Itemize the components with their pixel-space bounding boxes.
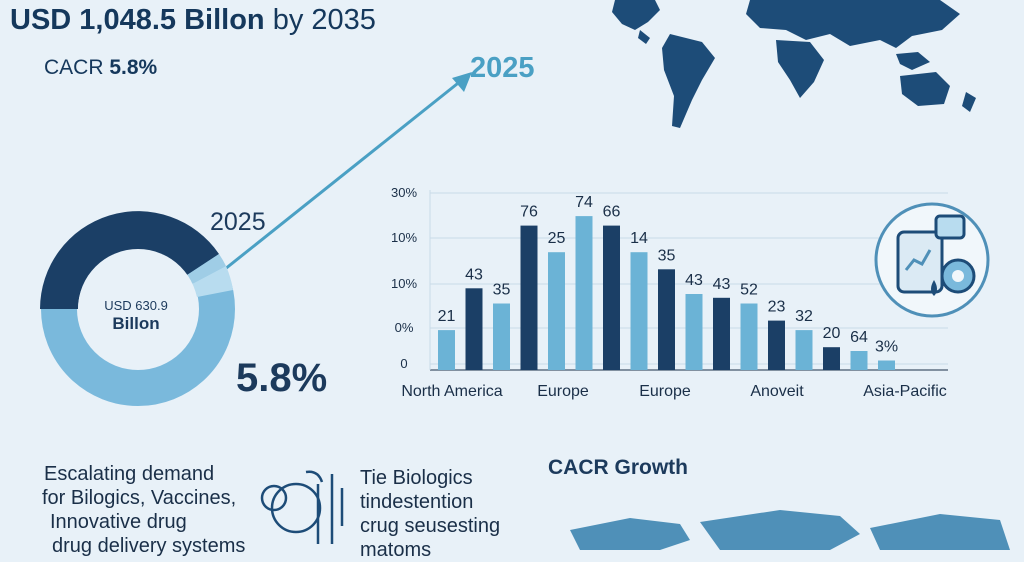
regional-bar-chart: 30% 10% 10% 0% 0 21 43 35 76 25 74 66 14 35 43 43 52 23 32…	[391, 185, 948, 400]
headline-suffix: by 2035	[272, 4, 376, 36]
bar	[768, 320, 785, 370]
donut-center-unit: Billon	[112, 313, 160, 333]
growth-arrow-line	[204, 78, 463, 287]
x-category-label: Anoveit	[750, 383, 804, 400]
bar	[603, 225, 620, 370]
donut-center-amount: USD 630.9	[104, 298, 168, 313]
bar	[658, 269, 675, 370]
icon-small-ring	[260, 484, 288, 512]
map-bottom-land-west	[570, 518, 690, 550]
x-category-label: North America	[401, 383, 502, 400]
bar-value-label: 35	[493, 282, 511, 299]
bar	[438, 330, 455, 370]
bar	[493, 303, 510, 370]
bar-value-label: 52	[740, 282, 758, 299]
map-central-america	[638, 30, 650, 44]
biologics-line-1: Tie Biologics	[360, 467, 473, 489]
bar-value-label: 35	[658, 247, 676, 264]
headline: USD 1,048.5 Billon by 2035	[10, 4, 376, 37]
donut-percent-label: 5.8%	[236, 356, 328, 400]
y-tick-label: 0%	[395, 320, 414, 335]
cagr-label: CACR	[44, 56, 104, 79]
y-tick-label: 0	[400, 356, 407, 371]
bar-value-label: 64	[850, 329, 868, 346]
drivers-line-3: Innovative drug	[50, 511, 187, 533]
y-tick-label: 10%	[391, 230, 417, 245]
bar-value-label: 23	[768, 299, 786, 316]
donut-segment-dark	[40, 211, 219, 309]
drivers-line-4: drug delivery systems	[52, 535, 246, 557]
biologics-line-4: matoms	[360, 539, 432, 561]
bar-value-label: 76	[520, 204, 538, 221]
x-category-label: Europe	[639, 383, 691, 400]
market-donut-chart	[40, 211, 235, 406]
headline-main: USD 1,048.5 Billon	[10, 4, 265, 36]
growth-arrow	[204, 72, 472, 287]
drivers-line-1: Escalating demand	[44, 463, 215, 485]
cagr-summary: CACR 5.8%	[44, 56, 157, 80]
bar	[795, 330, 813, 370]
bar-value-label: 3%	[875, 339, 898, 356]
growth-section-title: CACR Growth	[548, 456, 688, 479]
bar	[850, 351, 868, 370]
bar-value-label: 32	[795, 308, 813, 325]
icon-tube	[316, 474, 344, 544]
drivers-line-2: for Bilogics, Vaccines,	[42, 487, 237, 509]
map-bottom-land-central	[700, 510, 860, 550]
bar-value-label: 43	[685, 272, 703, 289]
bar-value-label: 43	[465, 266, 483, 283]
world-map-bottom-graphic	[570, 510, 1010, 550]
map-southeast-asia	[896, 52, 930, 70]
world-map-graphic	[612, 0, 976, 128]
map-north-america	[612, 0, 660, 30]
map-australia	[900, 72, 950, 106]
arrow-year-label: 2025	[470, 52, 535, 84]
bar	[630, 252, 648, 370]
bar	[575, 216, 593, 370]
donut-segment-small-2	[192, 266, 233, 297]
icon-vial	[934, 214, 966, 240]
icon-flask-ring	[270, 482, 322, 534]
bar-value-label: 14	[630, 230, 648, 247]
icon-drop	[931, 280, 937, 296]
donut-hole	[78, 249, 198, 369]
biologics-text: Tie Biologics tindestention crug seusest…	[360, 466, 500, 562]
x-category-label: Europe	[537, 383, 589, 400]
bar	[823, 347, 840, 370]
drivers-text: Escalating demand for Bilogics, Vaccines…	[42, 462, 246, 558]
bar	[740, 303, 758, 370]
biologics-line-2: tindestention	[360, 491, 474, 513]
bar-value-label: 21	[438, 308, 456, 325]
bar	[878, 360, 895, 370]
bar	[713, 297, 730, 370]
x-category-label: Asia-Pacific	[863, 383, 947, 400]
cagr-value: 5.8%	[109, 56, 158, 79]
map-europe-asia	[746, 0, 960, 48]
donut-center-label: USD 630.9 Billon	[88, 298, 184, 334]
bar-value-label: 66	[603, 204, 621, 221]
map-new-zealand	[962, 92, 976, 112]
bar-value-label: 20	[823, 325, 841, 342]
map-south-america	[662, 34, 715, 128]
bar-value-label: 25	[548, 230, 566, 247]
biologics-line-3: crug seusesting	[360, 515, 501, 537]
lab-equipment-icon	[260, 470, 344, 544]
bar-value-label: 74	[575, 194, 593, 211]
bar	[465, 288, 483, 370]
bar-value-label: 43	[713, 276, 731, 293]
drug-delivery-icon	[874, 202, 990, 318]
map-africa	[776, 40, 824, 98]
donut-year-label: 2025	[210, 208, 266, 236]
y-tick-label: 10%	[391, 276, 417, 291]
map-bottom-land-east	[870, 514, 1010, 550]
icon-pipe	[305, 470, 324, 483]
bar	[685, 294, 703, 370]
bar	[520, 225, 538, 370]
icon-chart-line	[904, 249, 932, 271]
icon-gear-hub	[952, 270, 964, 282]
growth-arrow-head	[452, 72, 472, 92]
y-tick-label: 30%	[391, 185, 417, 200]
bar	[548, 252, 565, 370]
donut-segment-small-1	[187, 254, 226, 284]
